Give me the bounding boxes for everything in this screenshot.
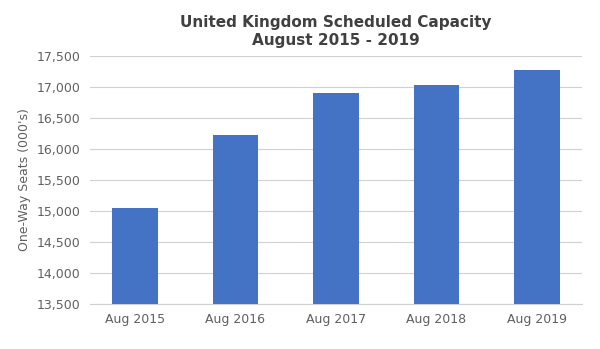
Bar <box>514 70 560 349</box>
Bar <box>112 208 158 349</box>
Title: United Kingdom Scheduled Capacity
August 2015 - 2019: United Kingdom Scheduled Capacity August… <box>180 15 492 48</box>
Bar <box>313 93 359 349</box>
Bar <box>414 85 459 349</box>
Bar <box>213 134 258 349</box>
Y-axis label: One-Way Seats (000's): One-Way Seats (000's) <box>18 108 31 251</box>
